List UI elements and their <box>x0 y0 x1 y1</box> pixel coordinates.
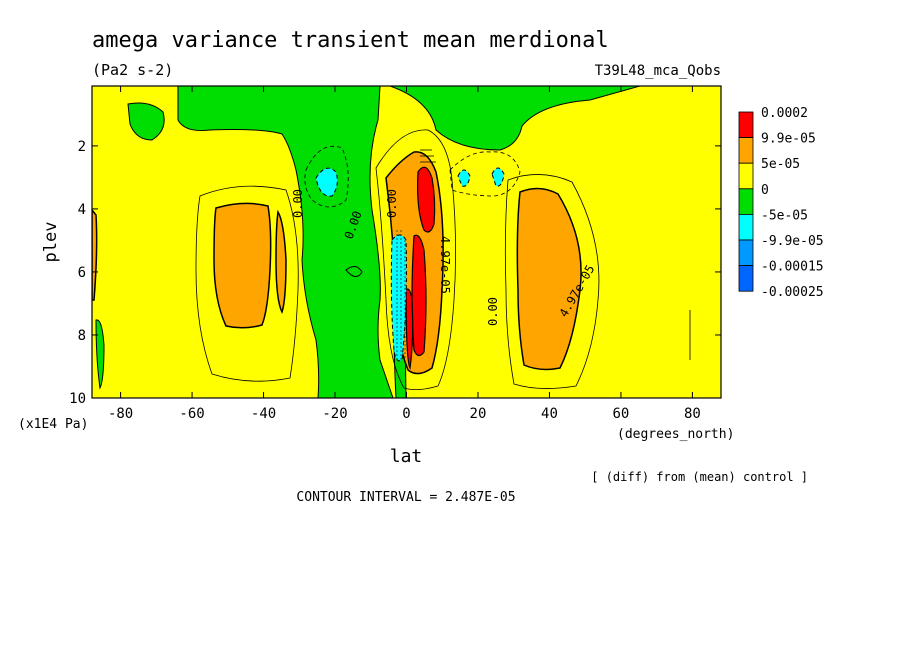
contour-label-6: 0.00 <box>486 297 500 326</box>
chart-title: amega variance transient mean merdional <box>92 28 609 53</box>
x-tick-label-4: 0 <box>402 406 410 422</box>
x-tick-label-0: -80 <box>108 406 133 422</box>
plot-area: 0.00 0.00 0.00 4.97e-05 4.97e-05 0.00 <box>92 86 721 398</box>
y-tick-label-4: 10 <box>69 391 86 407</box>
cyan-region-nh-1 <box>457 169 471 187</box>
contour-dashed-sh <box>304 145 349 208</box>
x-tick-label-7: 60 <box>613 406 630 422</box>
y-tick-label-3: 8 <box>78 328 86 344</box>
green-region-upper-right <box>389 86 641 151</box>
legend-swatch-6 <box>738 265 754 292</box>
contour-dashed-nh <box>449 151 521 197</box>
y-axis-title: plev <box>41 222 61 263</box>
y-tick-label-2: 6 <box>78 265 86 281</box>
contour-nh-outer <box>504 174 600 389</box>
contour-equatorial-inner-1 <box>420 149 436 163</box>
legend-label-4: -5e-05 <box>761 208 808 223</box>
contour-label-3: 0.00 <box>385 189 399 218</box>
legend-label-1: 9.9e-05 <box>761 132 816 147</box>
chart-experiment: T39L48_mca_Qobs <box>595 63 721 79</box>
legend-swatch-5 <box>738 239 754 267</box>
green-region-left-blob <box>127 102 165 141</box>
contour-equatorial-outer <box>375 129 456 390</box>
red-region-strip <box>405 288 414 370</box>
orange-region-sh-thin <box>275 209 287 314</box>
legend-label-3: 0 <box>761 183 769 198</box>
legend-label-6: -0.00015 <box>761 260 824 275</box>
orange-region-nh <box>516 187 582 371</box>
legend-swatch-3 <box>738 188 754 215</box>
x-tick-label-5: 20 <box>470 406 487 422</box>
color-legend: 0.0002 9.9e-05 5e-05 0 -5e-05 -9.9e-05 -0.0001… <box>738 106 824 300</box>
legend-swatch-2 <box>738 162 754 190</box>
x-tick-label-3: -20 <box>322 406 347 422</box>
legend-swatch-1 <box>738 137 754 164</box>
legend-swatch-4 <box>738 213 754 241</box>
cyan-region-sh <box>315 167 338 197</box>
diff-note: [ (diff) from (mean) control ] <box>591 470 808 484</box>
y-tick-label-1: 4 <box>78 202 86 218</box>
x-axis-title: lat <box>390 446 423 467</box>
contour-sh-outer <box>195 185 299 382</box>
green-region-small-1 <box>345 266 363 277</box>
x-tick-label-1: -60 <box>179 406 204 422</box>
cyan-region-nh-2 <box>491 167 505 187</box>
green-region-left-edge <box>95 319 105 390</box>
y-axis-units: (x1E4 Pa) <box>18 417 88 432</box>
x-axis: -80 -60 -40 -20 0 20 40 60 80 <box>108 86 701 422</box>
orange-region-left-edge <box>92 208 98 301</box>
chart-units: (Pa2 s-2) <box>92 61 173 79</box>
orange-region-sh <box>213 202 272 329</box>
x-axis-units: (degrees_north) <box>617 427 734 442</box>
contour-label-4: 4.97e-05 <box>438 236 452 294</box>
x-tick-label-6: 40 <box>541 406 558 422</box>
y-tick-label-0: 2 <box>78 139 86 155</box>
contour-interval: CONTOUR INTERVAL = 2.487E-05 <box>296 490 515 505</box>
contour-label-1: 0.00 <box>291 189 305 218</box>
legend-label-7: -0.00025 <box>761 285 824 300</box>
x-tick-label-8: 80 <box>684 406 701 422</box>
red-region-lower <box>411 234 427 357</box>
contour-hatch-equator <box>396 230 406 360</box>
cyan-region-equatorial <box>390 234 407 362</box>
legend-label-0: 0.0002 <box>761 106 808 121</box>
legend-label-2: 5e-05 <box>761 157 800 172</box>
green-region-central <box>177 86 394 398</box>
red-region-upper <box>417 166 436 233</box>
legend-swatch-0 <box>738 111 754 139</box>
x-tick-label-2: -40 <box>251 406 276 422</box>
y-axis: 2 4 6 8 10 <box>69 139 721 407</box>
legend-label-5: -9.9e-05 <box>761 234 824 249</box>
